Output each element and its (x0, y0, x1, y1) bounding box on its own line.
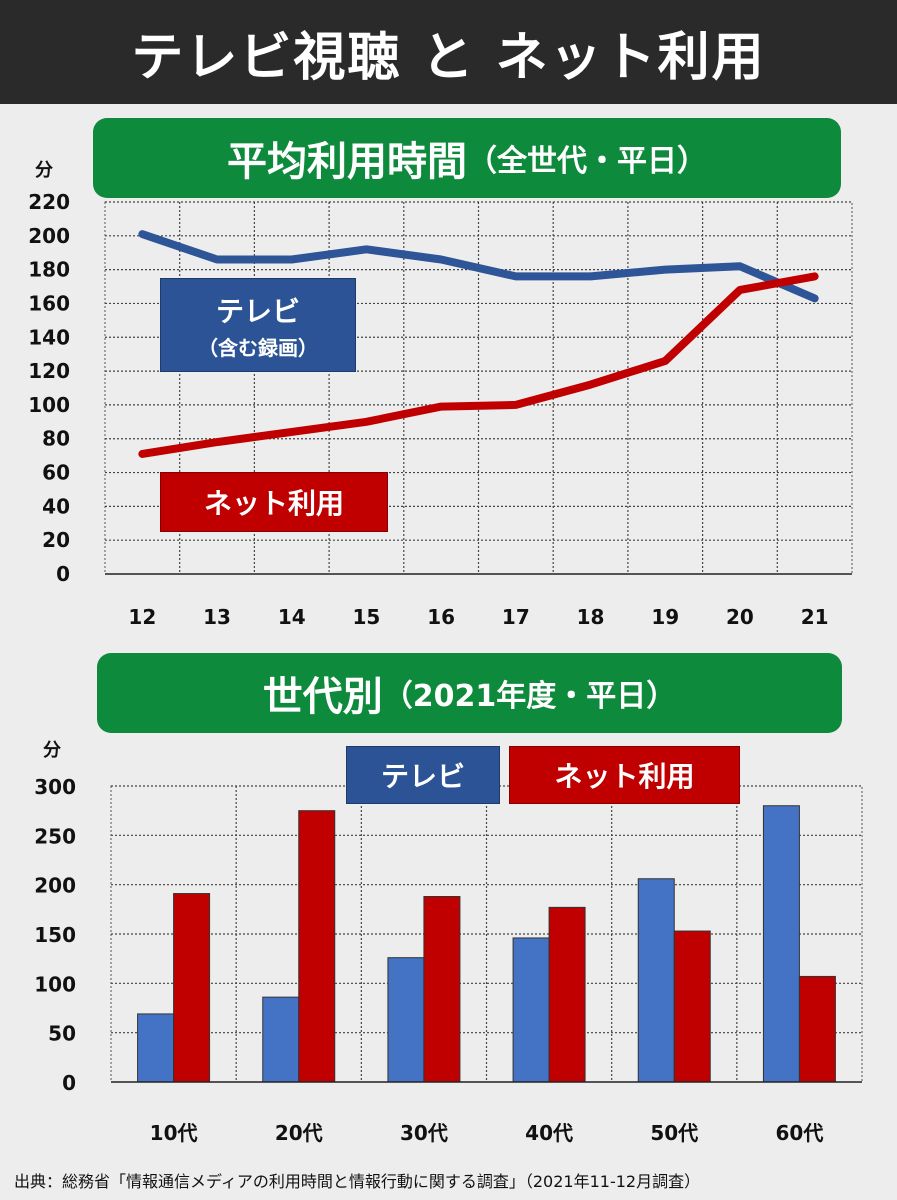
x-tick-label: 21 (801, 605, 829, 629)
tv-series-label: テレビ （含む録画） (160, 278, 356, 372)
x-tick-label: 18 (577, 605, 605, 629)
y-tick-label: 250 (34, 824, 76, 848)
bar-chart-header: 世代別 （2021年度・平日） (97, 653, 842, 733)
y-tick-label: 0 (62, 1071, 76, 1095)
y-tick-label: 20 (42, 528, 70, 552)
net-bar (798, 975, 836, 1083)
x-tick-label: 19 (651, 605, 679, 629)
line-chart-header: 平均利用時間 （全世代・平日） (93, 118, 841, 198)
y-tick-label: 0 (56, 562, 70, 586)
x-tick-label: 60代 (775, 1121, 823, 1145)
y-tick-label: 60 (42, 461, 70, 485)
x-tick-label: 16 (427, 605, 455, 629)
y-tick-label: 180 (28, 258, 70, 282)
y-tick-label: 200 (34, 874, 76, 898)
x-tick-label: 20 (726, 605, 754, 629)
y-tick-label: 220 (28, 190, 70, 214)
tv-bar (387, 957, 425, 1083)
bar-chart-x-ticks: 10代 20代 30代 40代 50代 60代 (150, 1121, 824, 1145)
tv-series-name: テレビ (215, 294, 300, 328)
x-tick-label: 14 (278, 605, 306, 629)
tv-bar (637, 878, 675, 1083)
net-bar (673, 930, 711, 1083)
source-note: 出典：総務省「情報通信メディアの利用時間と情報行動に関する調査」（2021年11… (14, 1172, 701, 1191)
bar-chart-y-unit: 分 (43, 740, 61, 761)
tv-series-note: （含む録画） (198, 335, 318, 360)
tv-bar (512, 937, 550, 1083)
y-tick-label: 200 (28, 224, 70, 248)
page-title: テレビ視聴 と ネット利用 (0, 0, 897, 104)
x-tick-label: 50代 (650, 1121, 698, 1145)
x-tick-label: 20代 (275, 1121, 323, 1145)
net-line (138, 272, 819, 458)
y-tick-label: 140 (28, 325, 70, 349)
x-tick-label: 13 (203, 605, 231, 629)
bar-chart-y-ticks: 300 250 200 150 100 50 0 (34, 775, 76, 1095)
tv-line (138, 230, 819, 303)
legend-net: ネット利用 (509, 746, 740, 804)
tv-bar (762, 805, 800, 1083)
x-tick-label: 30代 (400, 1121, 448, 1145)
bar-chart-grid (110, 785, 863, 1083)
x-tick-label: 10代 (150, 1121, 198, 1145)
net-bar (548, 906, 586, 1083)
y-tick-label: 100 (28, 393, 70, 417)
net-bar (298, 810, 336, 1083)
bar-chart-subtitle: （2021年度・平日） (382, 679, 677, 714)
x-tick-label: 17 (502, 605, 530, 629)
bar-chart-bars (111, 805, 862, 1083)
bar-chart: 300 250 200 150 100 50 0 10代 20代 30代 40代 50代 60代 分 (34, 740, 863, 1145)
y-tick-label: 160 (28, 291, 70, 315)
y-tick-label: 50 (48, 1022, 76, 1046)
line-chart-subtitle: （全世代・平日） (467, 144, 707, 179)
tv-bar (137, 1013, 175, 1083)
x-tick-label: 15 (353, 605, 381, 629)
line-chart-title: 平均利用時間 (227, 139, 467, 185)
y-tick-label: 300 (34, 775, 76, 799)
y-tick-label: 150 (34, 923, 76, 947)
bar-chart-title: 世代別 (262, 674, 383, 720)
line-chart-x-ticks: 12 13 14 15 16 17 18 19 20 21 (128, 605, 828, 629)
y-tick-label: 40 (42, 494, 70, 518)
y-tick-label: 80 (42, 427, 70, 451)
line-chart-series (138, 230, 819, 458)
net-bar (423, 896, 461, 1083)
y-tick-label: 100 (34, 972, 76, 996)
y-tick-label: 120 (28, 359, 70, 383)
net-series-label: ネット利用 (160, 472, 388, 532)
x-tick-label: 40代 (525, 1121, 573, 1145)
net-bar (173, 893, 211, 1083)
line-chart-y-unit: 分 (35, 160, 53, 181)
tv-bar (262, 996, 300, 1083)
x-tick-label: 12 (128, 605, 156, 629)
legend-tv: テレビ (346, 746, 500, 804)
